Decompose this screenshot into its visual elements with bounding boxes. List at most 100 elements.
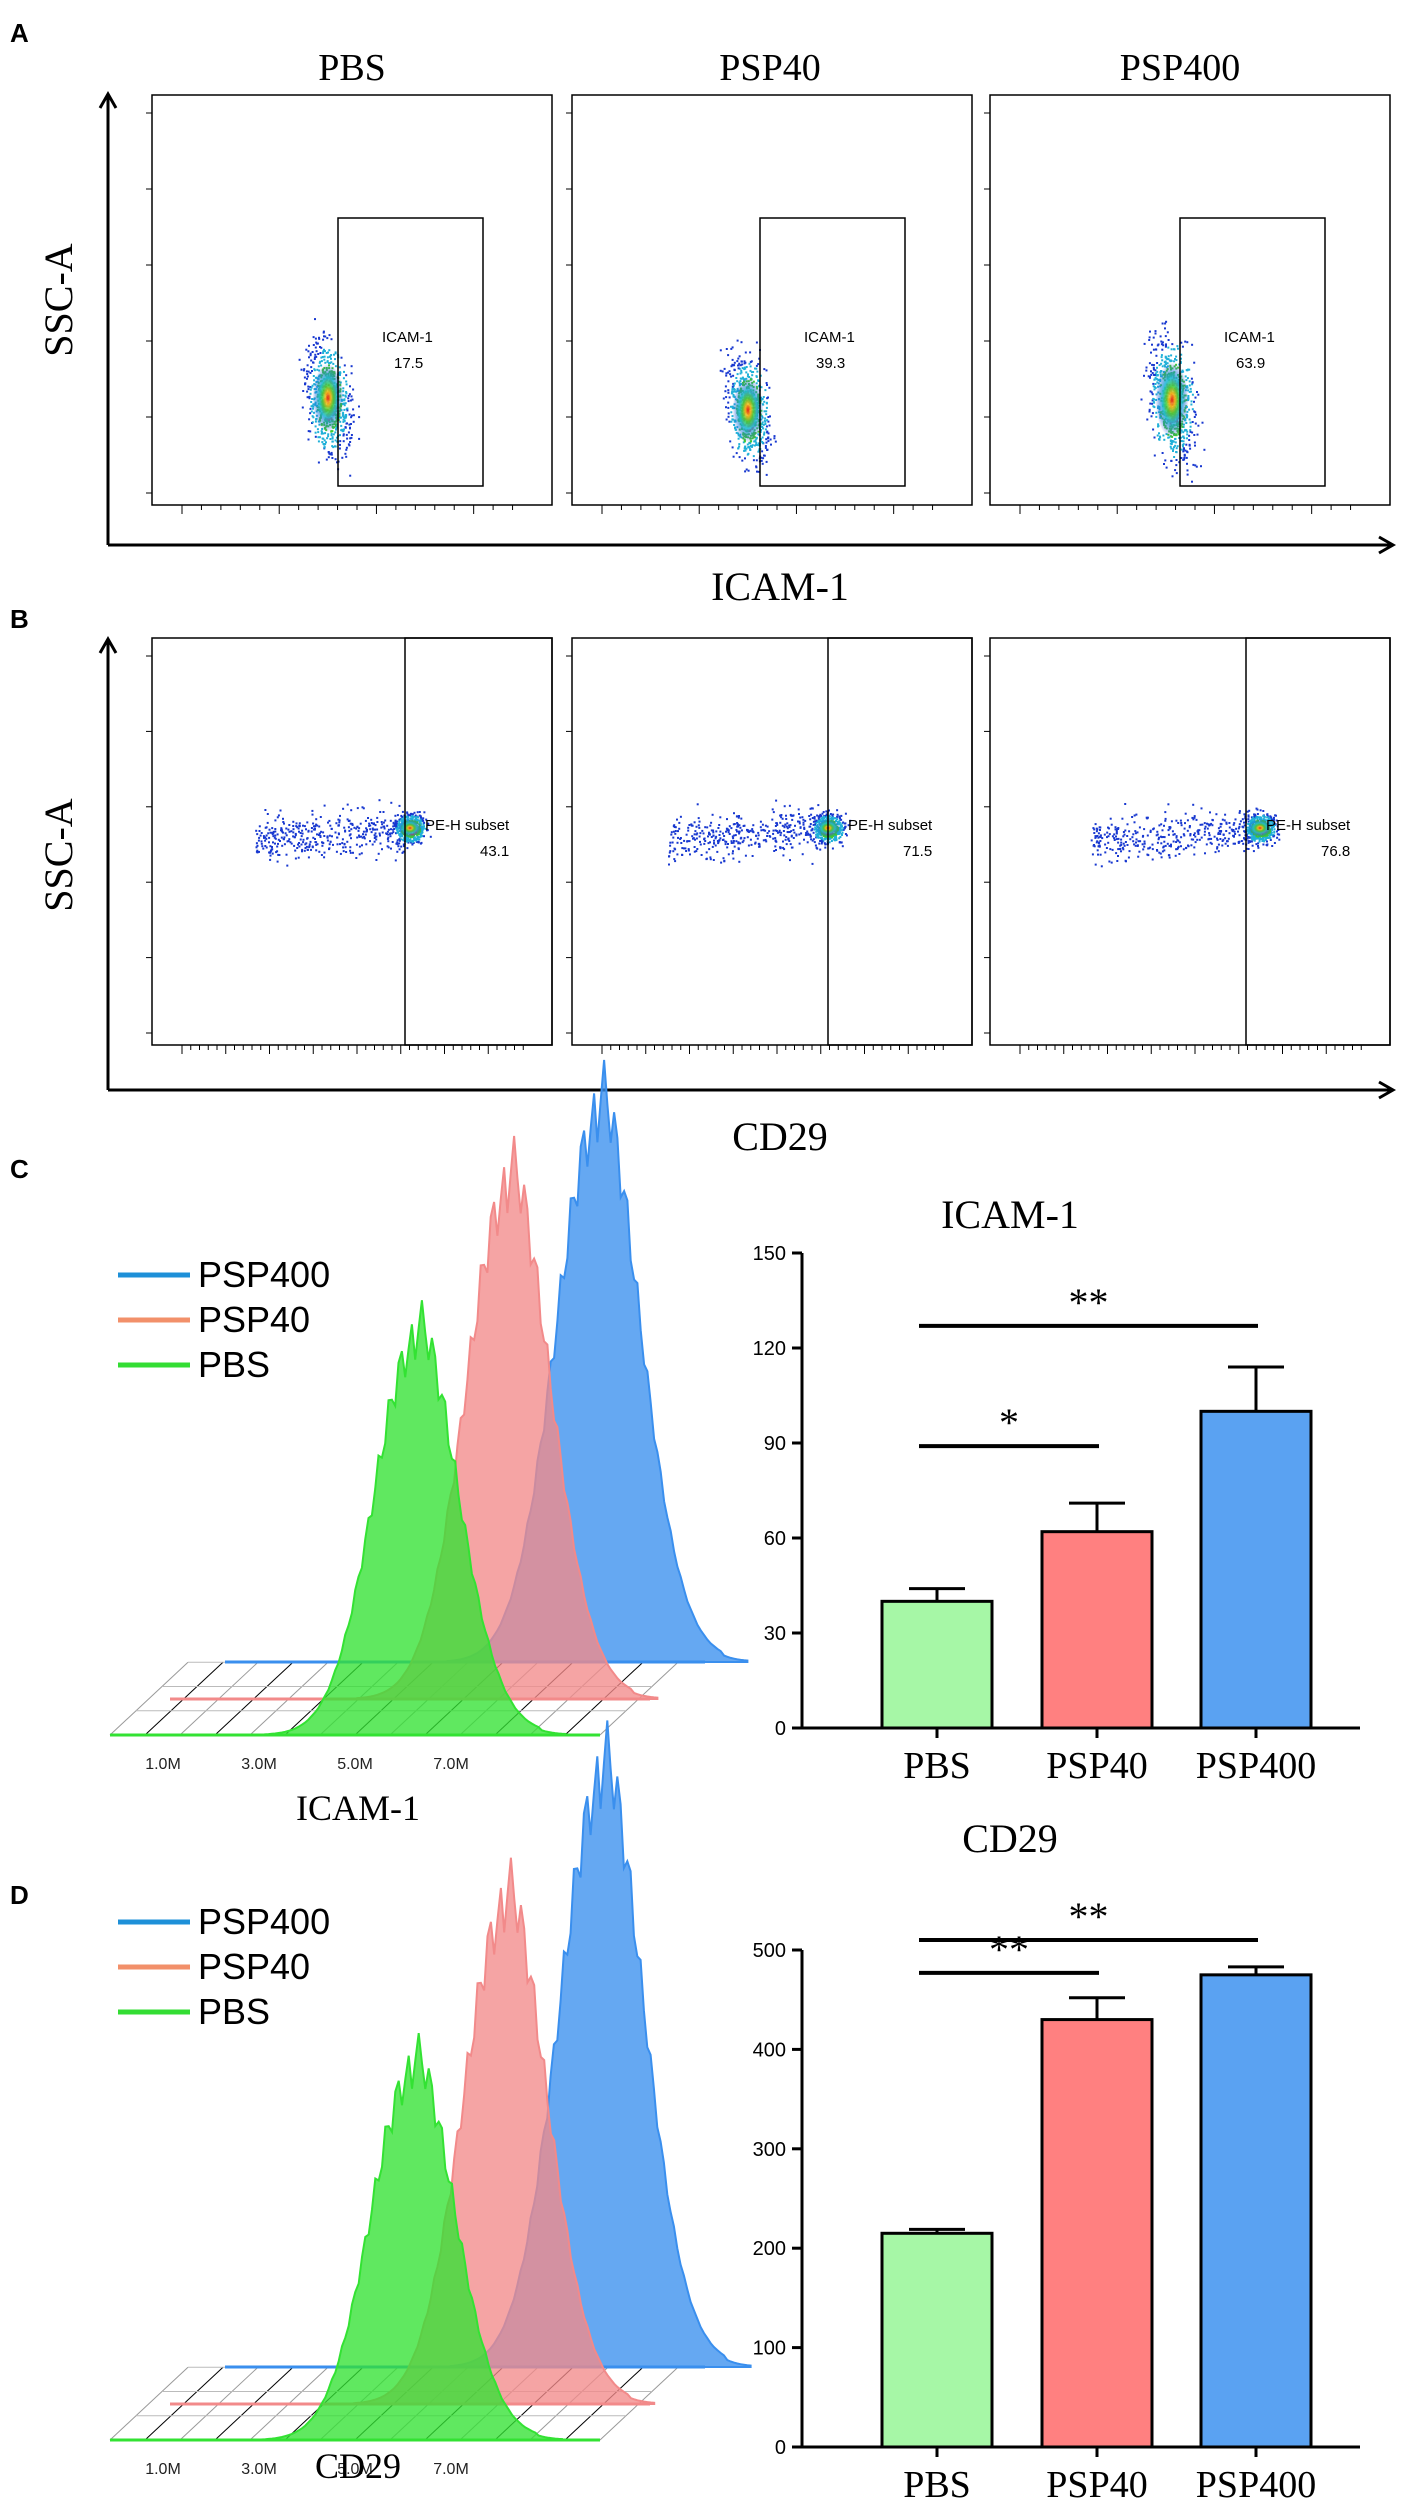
event-dot	[730, 347, 733, 350]
event-dot	[735, 431, 738, 434]
event-dot	[1175, 835, 1178, 838]
event-dot	[1154, 330, 1157, 333]
event-dot	[309, 430, 312, 433]
event-dot	[1115, 838, 1118, 841]
event-dot	[346, 437, 349, 440]
event-dot	[347, 826, 350, 829]
event-dot	[820, 836, 823, 839]
event-dot	[1100, 865, 1103, 868]
event-dot	[838, 815, 841, 818]
event-dot	[1191, 421, 1194, 423]
event-dot	[685, 850, 688, 852]
event-dot	[765, 438, 768, 441]
event-dot	[737, 364, 740, 367]
event-dot	[1154, 372, 1157, 375]
event-dot	[1275, 819, 1278, 822]
event-dot	[740, 829, 743, 832]
event-dot	[371, 843, 374, 846]
event-dot	[306, 848, 309, 851]
event-dot	[693, 821, 696, 824]
event-dot	[727, 354, 730, 357]
event-dot	[1256, 837, 1259, 840]
event-dot	[672, 830, 675, 833]
event-dot	[394, 823, 397, 826]
event-dot	[1250, 840, 1253, 843]
event-dot	[788, 826, 791, 829]
event-dot	[313, 825, 315, 828]
event-dot	[1208, 834, 1211, 837]
event-dot	[1152, 368, 1155, 371]
event-dot	[1142, 834, 1145, 837]
event-dot	[419, 823, 422, 825]
event-dot	[673, 858, 676, 861]
event-dot	[345, 448, 348, 451]
event-dot	[344, 426, 347, 429]
event-dot	[1175, 464, 1178, 467]
event-dot	[323, 335, 325, 338]
event-dot	[720, 861, 723, 864]
event-dot	[1151, 858, 1154, 861]
event-dot	[340, 356, 343, 359]
event-dot	[761, 441, 764, 443]
event-dot	[359, 822, 362, 825]
event-dot	[760, 829, 763, 832]
event-dot	[739, 364, 742, 367]
event-dot	[411, 813, 414, 816]
event-dot	[1244, 831, 1247, 834]
event-dot	[1169, 442, 1172, 445]
event-dot	[687, 848, 690, 851]
event-dot	[1133, 814, 1136, 817]
event-dot	[1182, 448, 1185, 451]
event-dot	[1193, 815, 1196, 818]
event-dot	[755, 367, 758, 370]
event-dot	[1152, 364, 1155, 366]
event-dot	[815, 819, 818, 822]
event-dot	[738, 362, 741, 365]
event-dot	[815, 836, 818, 839]
event-dot	[328, 843, 331, 846]
event-dot	[690, 823, 693, 826]
event-dot	[705, 857, 708, 860]
event-dot	[1262, 814, 1265, 817]
event-dot	[738, 381, 741, 384]
event-dot	[407, 839, 410, 842]
event-dot	[747, 373, 749, 376]
event-dot	[1125, 860, 1127, 863]
event-dot	[328, 452, 331, 455]
gate-name: ICAM-1	[382, 329, 433, 346]
event-dot	[684, 847, 687, 850]
event-dot	[1143, 374, 1145, 377]
event-dot	[311, 384, 314, 387]
event-dot	[272, 841, 274, 844]
event-dot	[321, 437, 324, 440]
event-dot	[1164, 811, 1167, 814]
event-dot	[743, 360, 746, 363]
event-dot	[1225, 821, 1228, 824]
event-dot	[1276, 836, 1279, 839]
event-dot	[305, 828, 307, 831]
event-dot	[342, 418, 345, 421]
event-dot	[744, 457, 746, 460]
event-dot	[1094, 823, 1097, 826]
event-dot	[398, 818, 401, 821]
event-dot	[400, 819, 403, 822]
event-dot	[339, 852, 342, 855]
event-dot	[1093, 845, 1096, 848]
event-dot	[1214, 851, 1217, 854]
event-dot	[394, 820, 397, 823]
event-dot	[1156, 841, 1159, 844]
event-dot	[403, 818, 406, 821]
event-dot	[734, 427, 736, 430]
event-dot	[269, 851, 272, 854]
event-dot	[1193, 434, 1196, 436]
event-dot	[1170, 459, 1173, 462]
event-dot	[748, 376, 751, 378]
event-dot	[838, 837, 841, 840]
event-dot	[726, 846, 729, 849]
event-dot	[771, 818, 774, 821]
event-dot	[725, 396, 728, 399]
event-dot	[1146, 853, 1149, 856]
event-dot	[727, 401, 730, 404]
event-dot	[399, 833, 402, 835]
event-dot	[258, 850, 260, 853]
